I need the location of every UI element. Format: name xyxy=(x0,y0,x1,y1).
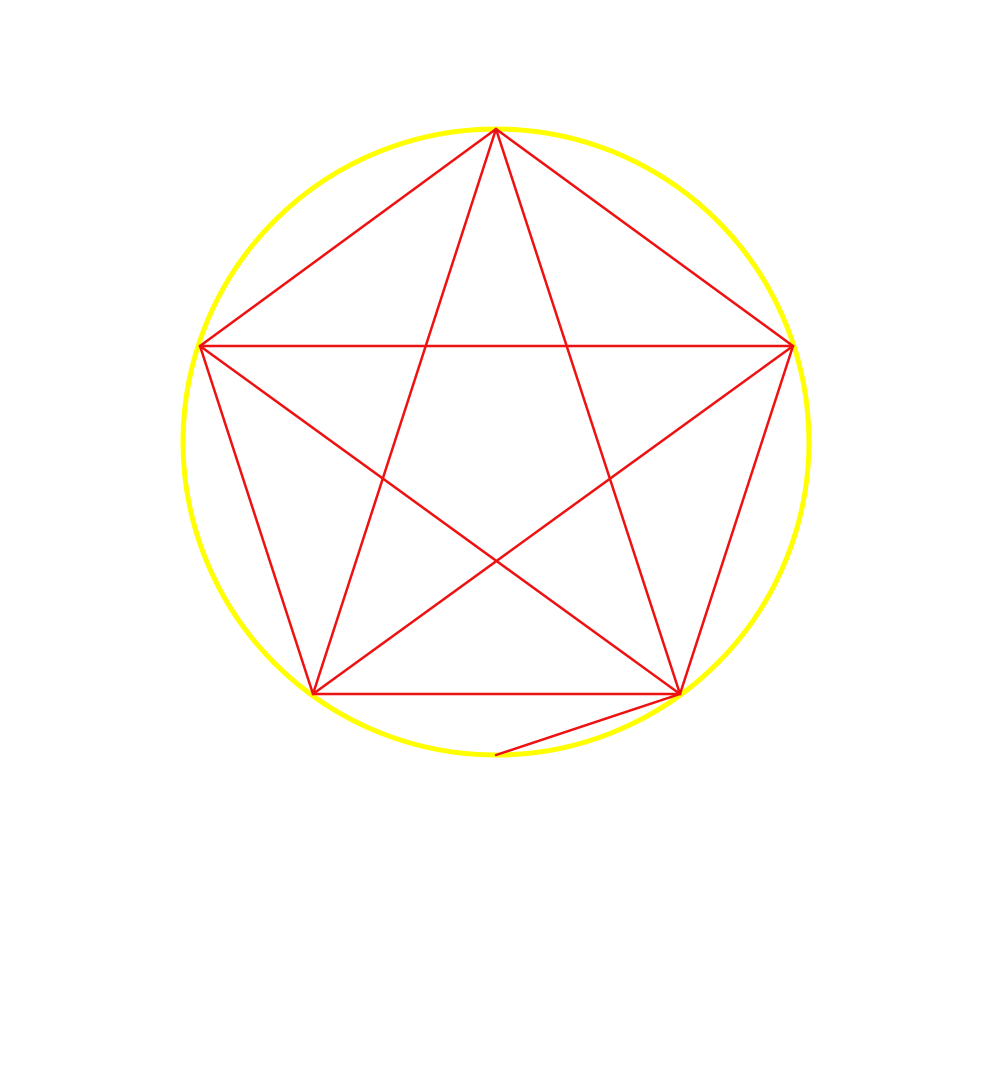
edge xyxy=(198,344,315,696)
tail-line xyxy=(494,692,682,757)
star xyxy=(198,127,795,696)
diagonal xyxy=(494,127,682,696)
diagonal xyxy=(311,344,795,696)
edge xyxy=(678,344,795,696)
diagonal xyxy=(311,127,498,696)
edge xyxy=(198,127,498,348)
edge xyxy=(494,127,795,348)
diagonal xyxy=(198,344,682,696)
pentagon xyxy=(198,127,795,696)
